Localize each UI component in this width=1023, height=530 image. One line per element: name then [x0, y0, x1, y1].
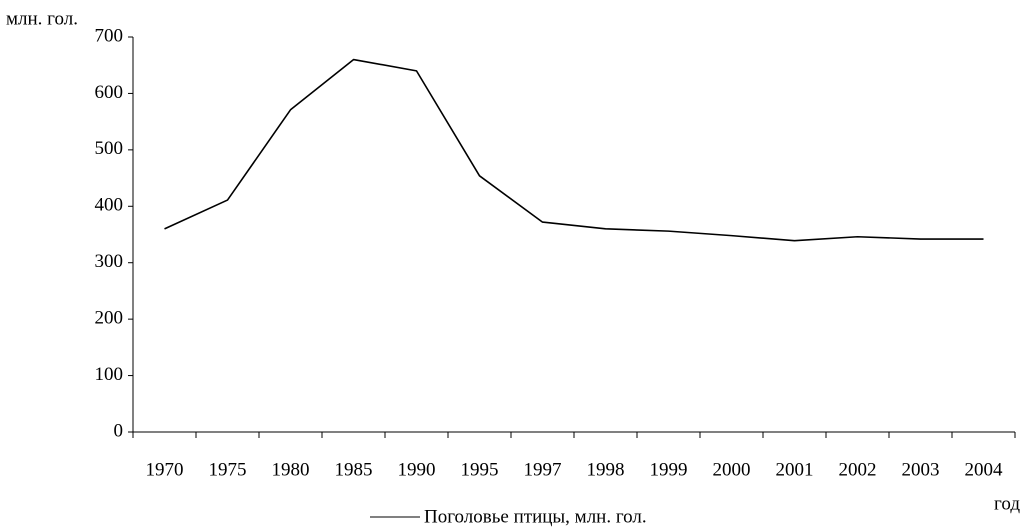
x-tick-label: 2004 [965, 459, 1004, 480]
x-tick-label: 1985 [335, 459, 373, 480]
y-axis-label: млн. гол. [6, 8, 78, 29]
x-axis-label: год [994, 493, 1020, 514]
y-tick-label: 200 [95, 308, 124, 329]
y-tick-label: 100 [95, 364, 124, 385]
x-tick-label: 1999 [650, 459, 688, 480]
x-tick-label: 2003 [902, 459, 940, 480]
x-tick-label: 2001 [776, 459, 814, 480]
x-tick-label: 1998 [587, 459, 625, 480]
line-series [164, 58, 984, 242]
x-tick-label: 1970 [146, 459, 184, 480]
x-tick-label: 1990 [398, 459, 436, 480]
x-tick-label: 1997 [524, 459, 562, 480]
y-tick-label: 700 [95, 25, 124, 46]
legend-label: Поголовье птицы, млн. гол. [424, 506, 647, 527]
x-tick-label: 1975 [209, 459, 247, 480]
y-tick-label: 400 [95, 195, 124, 216]
x-tick-label: 1995 [461, 459, 499, 480]
y-tick-label: 500 [95, 138, 124, 159]
x-tick-label: 2000 [713, 459, 751, 480]
y-tick-label: 0 [114, 420, 124, 441]
y-tick-label: 600 [95, 82, 124, 103]
x-tick-label: 2002 [839, 459, 877, 480]
x-tick-label: 1980 [272, 459, 310, 480]
y-tick-label: 300 [95, 251, 124, 272]
